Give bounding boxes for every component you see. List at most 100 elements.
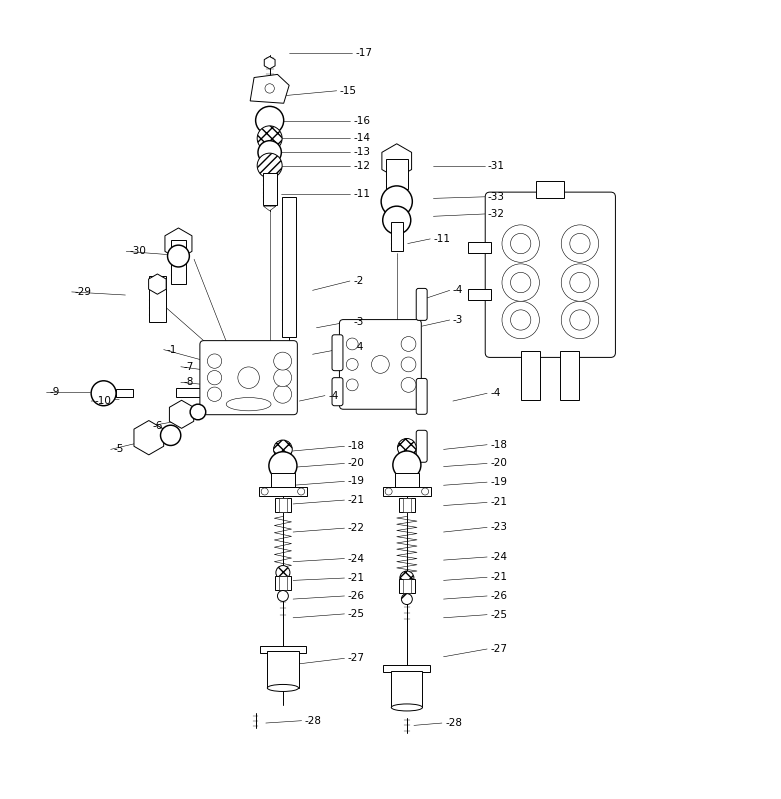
Circle shape: [257, 153, 282, 178]
Text: -31: -31: [488, 161, 505, 171]
Text: -11: -11: [433, 234, 451, 244]
Text: -23: -23: [490, 523, 508, 532]
Polygon shape: [165, 228, 192, 259]
Ellipse shape: [226, 398, 271, 411]
Text: -24: -24: [490, 552, 508, 562]
Text: -21: -21: [348, 573, 365, 583]
Text: -4: -4: [353, 342, 363, 352]
Circle shape: [401, 377, 416, 392]
Text: -3: -3: [453, 315, 463, 325]
Circle shape: [511, 272, 531, 292]
Bar: [271, 473, 295, 487]
Ellipse shape: [391, 704, 423, 711]
Bar: [522, 352, 540, 400]
Polygon shape: [169, 400, 194, 428]
Circle shape: [502, 264, 540, 301]
Bar: [386, 159, 408, 189]
Circle shape: [273, 385, 291, 403]
Text: -18: -18: [348, 441, 365, 451]
Text: -20: -20: [490, 459, 507, 468]
Text: -15: -15: [340, 85, 357, 96]
Polygon shape: [134, 420, 164, 455]
Circle shape: [372, 356, 389, 373]
Text: -5: -5: [114, 444, 124, 455]
Text: -14: -14: [353, 133, 370, 142]
Circle shape: [168, 245, 189, 267]
Bar: [262, 173, 276, 205]
Bar: [390, 222, 403, 252]
Circle shape: [502, 301, 540, 339]
Bar: [468, 288, 491, 300]
Bar: [561, 352, 580, 400]
Text: -28: -28: [445, 718, 462, 728]
FancyBboxPatch shape: [200, 340, 298, 415]
Circle shape: [562, 225, 599, 262]
Text: -13: -13: [353, 146, 370, 157]
Bar: [383, 666, 430, 673]
Polygon shape: [148, 274, 166, 294]
Text: -25: -25: [348, 609, 365, 619]
FancyBboxPatch shape: [416, 379, 427, 415]
FancyBboxPatch shape: [485, 192, 615, 357]
Circle shape: [502, 225, 540, 262]
Bar: [279, 576, 287, 590]
Circle shape: [208, 354, 222, 368]
Text: -16: -16: [353, 116, 370, 126]
Bar: [149, 276, 166, 321]
Bar: [275, 576, 291, 590]
Text: -21: -21: [490, 498, 508, 507]
FancyBboxPatch shape: [332, 335, 343, 371]
Bar: [171, 240, 186, 284]
Circle shape: [298, 488, 305, 495]
Text: -27: -27: [490, 644, 508, 654]
Text: -19: -19: [490, 477, 508, 487]
Bar: [468, 242, 491, 253]
Circle shape: [277, 590, 288, 602]
Text: -4: -4: [490, 388, 501, 398]
Text: -1: -1: [167, 344, 177, 355]
Bar: [275, 498, 291, 512]
Text: -4: -4: [328, 391, 338, 400]
Circle shape: [570, 272, 590, 292]
Bar: [537, 181, 565, 198]
Text: -20: -20: [348, 459, 365, 468]
Bar: [116, 389, 134, 397]
Bar: [383, 487, 431, 496]
Text: -33: -33: [488, 192, 505, 202]
Circle shape: [208, 387, 222, 401]
Circle shape: [269, 451, 297, 480]
Text: -30: -30: [130, 246, 146, 256]
Circle shape: [401, 336, 416, 352]
Circle shape: [422, 488, 429, 495]
Circle shape: [383, 206, 411, 234]
Text: -8: -8: [184, 377, 194, 388]
Circle shape: [400, 571, 414, 585]
Text: -7: -7: [184, 362, 194, 372]
Circle shape: [265, 84, 274, 93]
Text: -9: -9: [49, 387, 59, 397]
Circle shape: [190, 404, 205, 419]
Text: -21: -21: [490, 572, 508, 582]
Polygon shape: [250, 74, 289, 103]
Circle shape: [346, 359, 358, 371]
Text: -4: -4: [453, 285, 463, 296]
Circle shape: [276, 566, 290, 579]
Circle shape: [273, 368, 291, 387]
Circle shape: [273, 352, 291, 370]
Circle shape: [562, 301, 599, 339]
Text: -22: -22: [348, 523, 365, 533]
Text: -6: -6: [153, 421, 163, 431]
Circle shape: [273, 440, 292, 459]
Text: -17: -17: [355, 49, 373, 58]
Text: -25: -25: [490, 610, 508, 620]
Circle shape: [570, 233, 590, 254]
Polygon shape: [264, 57, 275, 69]
Bar: [391, 671, 423, 707]
Bar: [279, 498, 287, 512]
Polygon shape: [382, 144, 412, 178]
Bar: [209, 378, 221, 390]
Circle shape: [91, 381, 116, 406]
Circle shape: [570, 310, 590, 330]
Circle shape: [393, 451, 421, 479]
Circle shape: [398, 439, 416, 457]
